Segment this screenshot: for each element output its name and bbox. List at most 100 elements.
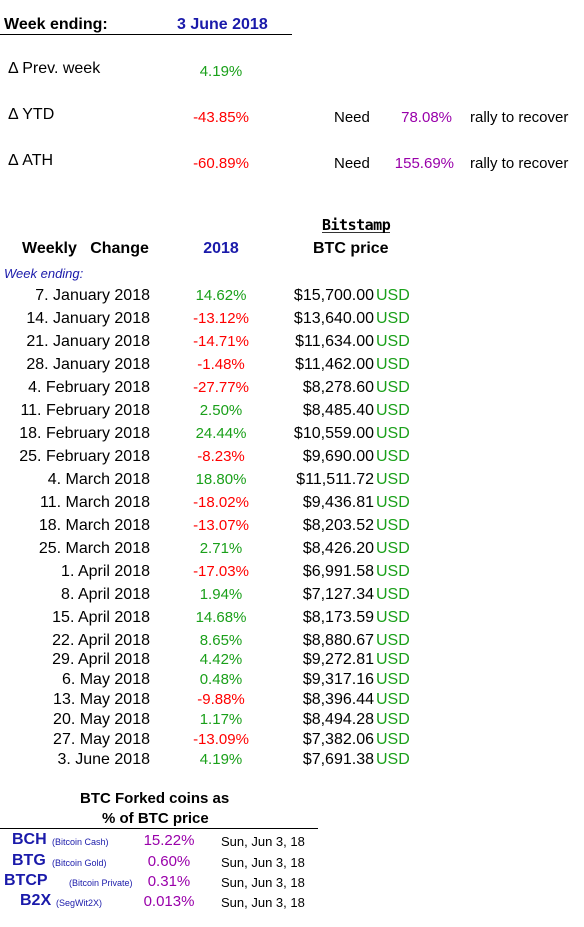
table-row: 25. February 2018 -8.23% $9,690.00 USD	[0, 448, 584, 470]
row-date: 3. June 2018	[57, 751, 150, 768]
row-price: $9,272.81	[302, 651, 374, 668]
row-date: 29. April 2018	[52, 651, 150, 668]
week-ending-date: 3 June 2018	[177, 16, 268, 33]
table-row: 11. February 2018 2.50% $8,485.40 USD	[0, 402, 584, 424]
row-price: $10,559.00	[293, 425, 374, 442]
row-currency: USD	[376, 586, 410, 603]
row-currency: USD	[376, 751, 410, 768]
forked-title-line1: BTC Forked coins as	[80, 790, 230, 807]
row-currency: USD	[376, 333, 410, 350]
row-currency: USD	[376, 609, 410, 626]
metric-prev-week-label: Δ Prev. week	[8, 60, 101, 77]
row-currency: USD	[376, 711, 410, 728]
forked-pct: 15.22%	[143, 832, 195, 849]
table-row: 3. June 2018 4.19% $7,691.38 USD	[0, 751, 584, 773]
metric-ath-label: Δ ATH	[8, 152, 54, 169]
metric-ytd-rally: rally to recover	[470, 109, 569, 126]
row-change: -17.03%	[193, 563, 249, 580]
table-row: 13. May 2018 -9.88% $8,396.44 USD	[0, 691, 584, 713]
row-currency: USD	[376, 471, 410, 488]
forked-date: Sun, Jun 3, 18	[221, 855, 305, 870]
row-currency: USD	[376, 517, 410, 534]
row-price: $11,462.00	[295, 356, 374, 373]
row-currency: USD	[376, 632, 410, 649]
metric-ath-need: Need	[334, 155, 370, 172]
table-row: 4. February 2018 -27.77% $8,278.60 USD	[0, 379, 584, 401]
row-change: 1.17%	[199, 711, 243, 728]
table-row: 11. March 2018 -18.02% $9,436.81 USD	[0, 494, 584, 516]
row-price: $11,634.00	[295, 333, 374, 350]
row-change: -14.71%	[193, 333, 249, 350]
row-date: 7. January 2018	[35, 287, 150, 304]
row-date: 22. April 2018	[52, 632, 150, 649]
weekly-change-header: Weekly Change	[22, 240, 149, 257]
forked-ticker: B2X	[20, 892, 52, 909]
metric-prev-week-value: 4.19%	[199, 63, 243, 80]
row-date: 25. March 2018	[38, 540, 150, 557]
row-change: 24.44%	[195, 425, 247, 442]
row-change: -13.09%	[193, 731, 249, 748]
row-price: $7,691.38	[302, 751, 374, 768]
row-date: 11. February 2018	[20, 402, 150, 419]
metric-ytd-label: Δ YTD	[8, 106, 55, 123]
metric-ath-need-pct: 155.69%	[394, 155, 454, 172]
row-price: $7,127.34	[302, 586, 374, 603]
table-row: 21. January 2018 -14.71% $11,634.00 USD	[0, 333, 584, 355]
btc-price-header: BTC price	[313, 240, 389, 257]
row-currency: USD	[376, 402, 410, 419]
table-row: 29. April 2018 4.42% $9,272.81 USD	[0, 651, 584, 673]
table-row: 28. January 2018 -1.48% $11,462.00 USD	[0, 356, 584, 378]
row-date: 25. February 2018	[19, 448, 150, 465]
row-currency: USD	[376, 448, 410, 465]
forked-coin-name: (Bitcoin Private)	[69, 878, 133, 888]
row-change: 4.42%	[199, 651, 243, 668]
row-change: -13.12%	[193, 310, 249, 327]
row-change: 2.50%	[199, 402, 243, 419]
row-currency: USD	[376, 691, 410, 708]
forked-ticker: BTCP	[4, 872, 48, 889]
row-currency: USD	[376, 540, 410, 557]
metric-ath-rally: rally to recover	[470, 155, 569, 172]
metric-ath-value: -60.89%	[193, 155, 249, 172]
row-price: $8,173.59	[302, 609, 374, 626]
row-price: $8,278.60	[302, 379, 374, 396]
forked-date: Sun, Jun 3, 18	[221, 834, 305, 849]
forked-title-line2: % of BTC price	[102, 810, 209, 827]
row-change: 18.80%	[195, 471, 247, 488]
row-change: -9.88%	[197, 691, 245, 708]
forked-pct: 0.60%	[147, 853, 191, 870]
forked-pct: 0.013%	[143, 893, 195, 910]
row-price: $9,436.81	[302, 494, 374, 511]
row-date: 11. March 2018	[40, 494, 150, 511]
row-price: $8,203.52	[302, 517, 374, 534]
table-row: 4. March 2018 18.80% $11,511.72 USD	[0, 471, 584, 493]
row-change: 2.71%	[199, 540, 243, 557]
row-currency: USD	[376, 563, 410, 580]
row-price: $13,640.00	[293, 310, 374, 327]
year-header: 2018	[203, 240, 239, 257]
row-price: $8,426.20	[302, 540, 374, 557]
forked-coin-name: (Bitcoin Cash)	[52, 837, 109, 847]
row-date: 6. May 2018	[61, 671, 150, 688]
metric-ytd-value: -43.85%	[193, 109, 249, 126]
row-date: 1. April 2018	[61, 563, 150, 580]
table-row: 15. April 2018 14.68% $8,173.59 USD	[0, 609, 584, 631]
forked-ticker: BCH	[12, 831, 47, 848]
header-underline	[0, 34, 292, 35]
table-row: 8. April 2018 1.94% $7,127.34 USD	[0, 586, 584, 608]
week-ending-sublabel: Week ending:	[4, 266, 84, 281]
table-row: 1. April 2018 -17.03% $6,991.58 USD	[0, 563, 584, 585]
row-date: 21. January 2018	[26, 333, 150, 350]
row-change: -13.07%	[193, 517, 249, 534]
row-change: -18.02%	[193, 494, 249, 511]
row-date: 27. May 2018	[53, 731, 150, 748]
table-row: 14. January 2018 -13.12% $13,640.00 USD	[0, 310, 584, 332]
row-price: $7,382.06	[302, 731, 374, 748]
forked-coin-name: (SegWit2X)	[56, 898, 103, 908]
row-price: $8,494.28	[302, 711, 374, 728]
row-currency: USD	[376, 651, 410, 668]
row-change: 1.94%	[199, 586, 243, 603]
table-row: 18. March 2018 -13.07% $8,203.52 USD	[0, 517, 584, 539]
row-price: $6,991.58	[302, 563, 374, 580]
row-change: -1.48%	[197, 356, 245, 373]
